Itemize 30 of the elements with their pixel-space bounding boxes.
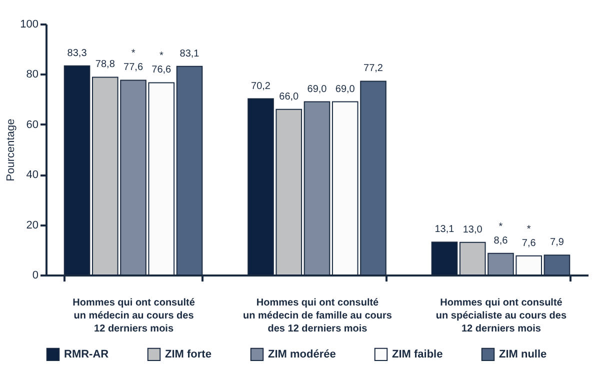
data-label: 69,0	[307, 84, 328, 95]
data-label: 7,9	[550, 237, 564, 248]
x-tick-label: Hommes qui ont consulté un médecin au cours des 12 derniers mois	[72, 298, 196, 334]
legend-label: RMR-AR	[64, 348, 109, 360]
data-label: * 7,6	[522, 224, 536, 249]
legend-label: ZIM nulle	[499, 348, 547, 360]
data-label: 83,3	[67, 48, 88, 59]
y-tick-label: 0	[32, 270, 38, 282]
y-tick-label: 40	[26, 169, 38, 182]
legend-label: ZIM modérée	[268, 348, 336, 360]
x-tick-label: Hommes qui ont consulté un médecin de famille au cours des 12 derniers mois	[243, 298, 392, 334]
data-label: 13,0	[462, 224, 483, 236]
y-axis-title: Pourcentage	[5, 118, 18, 182]
data-label: 13,1	[434, 224, 455, 236]
data-label: * 8,6	[494, 221, 508, 246]
legend-label: ZIM faible	[392, 348, 443, 360]
y-tick-label: 100	[20, 18, 38, 30]
data-label: 69,0	[335, 84, 356, 95]
y-tick-label: 60	[26, 118, 38, 131]
data-label: * 76,6	[152, 50, 172, 76]
data-label: 78,8	[95, 59, 116, 70]
y-tick-label: 20	[26, 219, 38, 232]
data-label: * 77,6	[124, 48, 144, 74]
data-label: 70,2	[251, 80, 271, 92]
y-tick-label: 80	[26, 68, 38, 81]
legend-label: ZIM forte	[165, 348, 212, 360]
data-label: 77,2	[364, 63, 384, 74]
data-label: 83,1	[180, 48, 200, 60]
data-label: 66,0	[279, 91, 300, 102]
x-tick-label: Hommes qui ont consulté un spécialiste au cours des 12 derniers mois	[436, 298, 567, 334]
